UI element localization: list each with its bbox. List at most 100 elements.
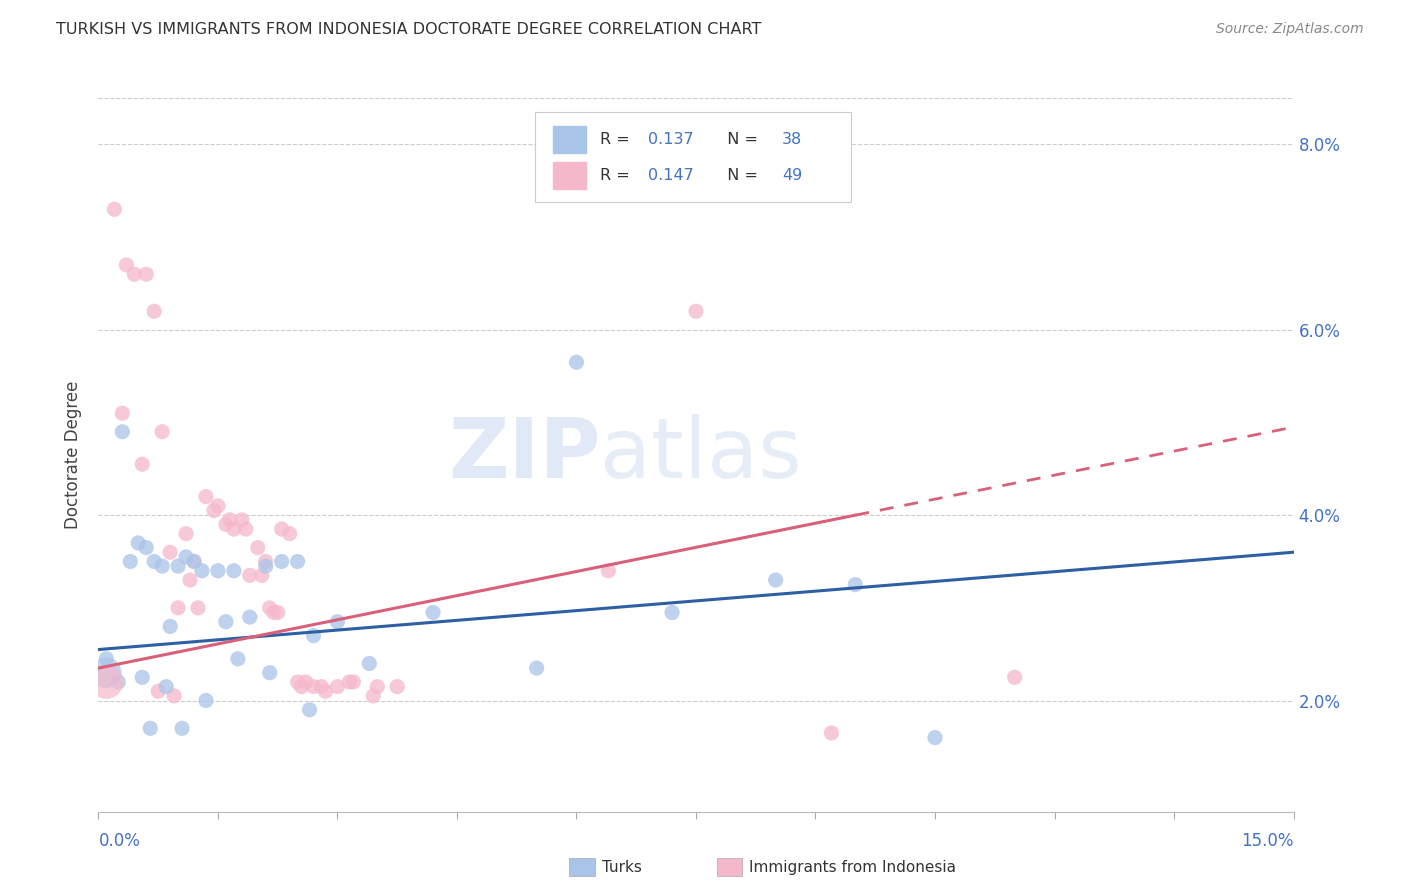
Point xyxy=(226,652,249,666)
Point xyxy=(163,689,186,703)
Point xyxy=(359,657,381,671)
Point xyxy=(302,629,325,643)
Point xyxy=(302,680,325,694)
Bar xyxy=(553,126,586,153)
Text: N =: N = xyxy=(717,168,763,183)
Point xyxy=(183,554,205,568)
Point xyxy=(270,554,292,568)
Point xyxy=(685,304,707,318)
Text: 15.0%: 15.0% xyxy=(1241,832,1294,850)
Point xyxy=(311,680,333,694)
Point xyxy=(326,615,349,629)
Point xyxy=(207,499,229,513)
Point xyxy=(195,693,218,707)
Point xyxy=(924,731,946,745)
Point xyxy=(267,606,290,620)
Point xyxy=(270,522,292,536)
Point xyxy=(159,619,181,633)
Point xyxy=(135,541,157,555)
Point xyxy=(167,600,190,615)
Point xyxy=(219,513,242,527)
Point xyxy=(150,559,173,574)
Point xyxy=(1004,670,1026,684)
Text: R =: R = xyxy=(600,132,636,147)
Text: N =: N = xyxy=(717,132,763,147)
Point xyxy=(254,554,277,568)
Point xyxy=(235,522,257,536)
Text: ZIP: ZIP xyxy=(449,415,600,495)
Point xyxy=(103,202,125,217)
Point xyxy=(342,675,364,690)
Text: Source: ZipAtlas.com: Source: ZipAtlas.com xyxy=(1216,22,1364,37)
Point xyxy=(294,675,316,690)
Point xyxy=(287,675,309,690)
Point xyxy=(120,554,142,568)
Text: R =: R = xyxy=(600,168,636,183)
Point xyxy=(107,675,129,690)
Point xyxy=(222,522,245,536)
Point xyxy=(135,267,157,281)
Point xyxy=(287,554,309,568)
Point xyxy=(215,615,238,629)
Point xyxy=(259,665,281,680)
Point xyxy=(526,661,548,675)
Point xyxy=(246,541,269,555)
Point xyxy=(111,406,134,420)
Point xyxy=(366,680,388,694)
Point xyxy=(207,564,229,578)
Text: Turks: Turks xyxy=(602,860,641,874)
Point xyxy=(765,573,787,587)
Y-axis label: Doctorate Degree: Doctorate Degree xyxy=(65,381,83,529)
Point xyxy=(844,577,866,591)
Point xyxy=(179,573,201,587)
Point xyxy=(278,526,301,541)
Point xyxy=(298,703,321,717)
Point xyxy=(96,675,118,690)
Point xyxy=(254,559,277,574)
Point xyxy=(215,517,238,532)
Point xyxy=(263,606,285,620)
FancyBboxPatch shape xyxy=(534,112,852,202)
Point xyxy=(148,684,170,698)
Point xyxy=(143,304,166,318)
Point xyxy=(131,670,153,684)
Point xyxy=(231,513,253,527)
Text: 0.147: 0.147 xyxy=(648,168,695,183)
Text: atlas: atlas xyxy=(600,415,801,495)
Text: 49: 49 xyxy=(782,168,803,183)
Point xyxy=(124,267,146,281)
Point xyxy=(127,536,149,550)
Point xyxy=(661,606,683,620)
Point xyxy=(174,526,197,541)
Point xyxy=(222,564,245,578)
Point xyxy=(239,568,262,582)
Point xyxy=(191,564,214,578)
Point xyxy=(363,689,385,703)
Point xyxy=(326,680,349,694)
Point xyxy=(565,355,588,369)
Point xyxy=(111,425,134,439)
Text: 0.137: 0.137 xyxy=(648,132,693,147)
Point xyxy=(385,680,409,694)
Point xyxy=(139,721,162,735)
Point xyxy=(315,684,337,698)
Point xyxy=(115,258,138,272)
Point xyxy=(339,675,360,690)
Point xyxy=(159,545,181,559)
Point xyxy=(143,554,166,568)
Point xyxy=(183,554,205,568)
Point xyxy=(150,425,173,439)
Point xyxy=(167,559,190,574)
Point xyxy=(96,652,118,666)
Text: 0.0%: 0.0% xyxy=(98,832,141,850)
Point xyxy=(96,665,118,680)
Point xyxy=(195,490,218,504)
Point xyxy=(290,680,312,694)
Text: Immigrants from Indonesia: Immigrants from Indonesia xyxy=(749,860,956,874)
Point xyxy=(131,457,153,471)
Point xyxy=(598,564,620,578)
Point xyxy=(172,721,194,735)
Point xyxy=(239,610,262,624)
Point xyxy=(187,600,209,615)
Point xyxy=(820,726,842,740)
